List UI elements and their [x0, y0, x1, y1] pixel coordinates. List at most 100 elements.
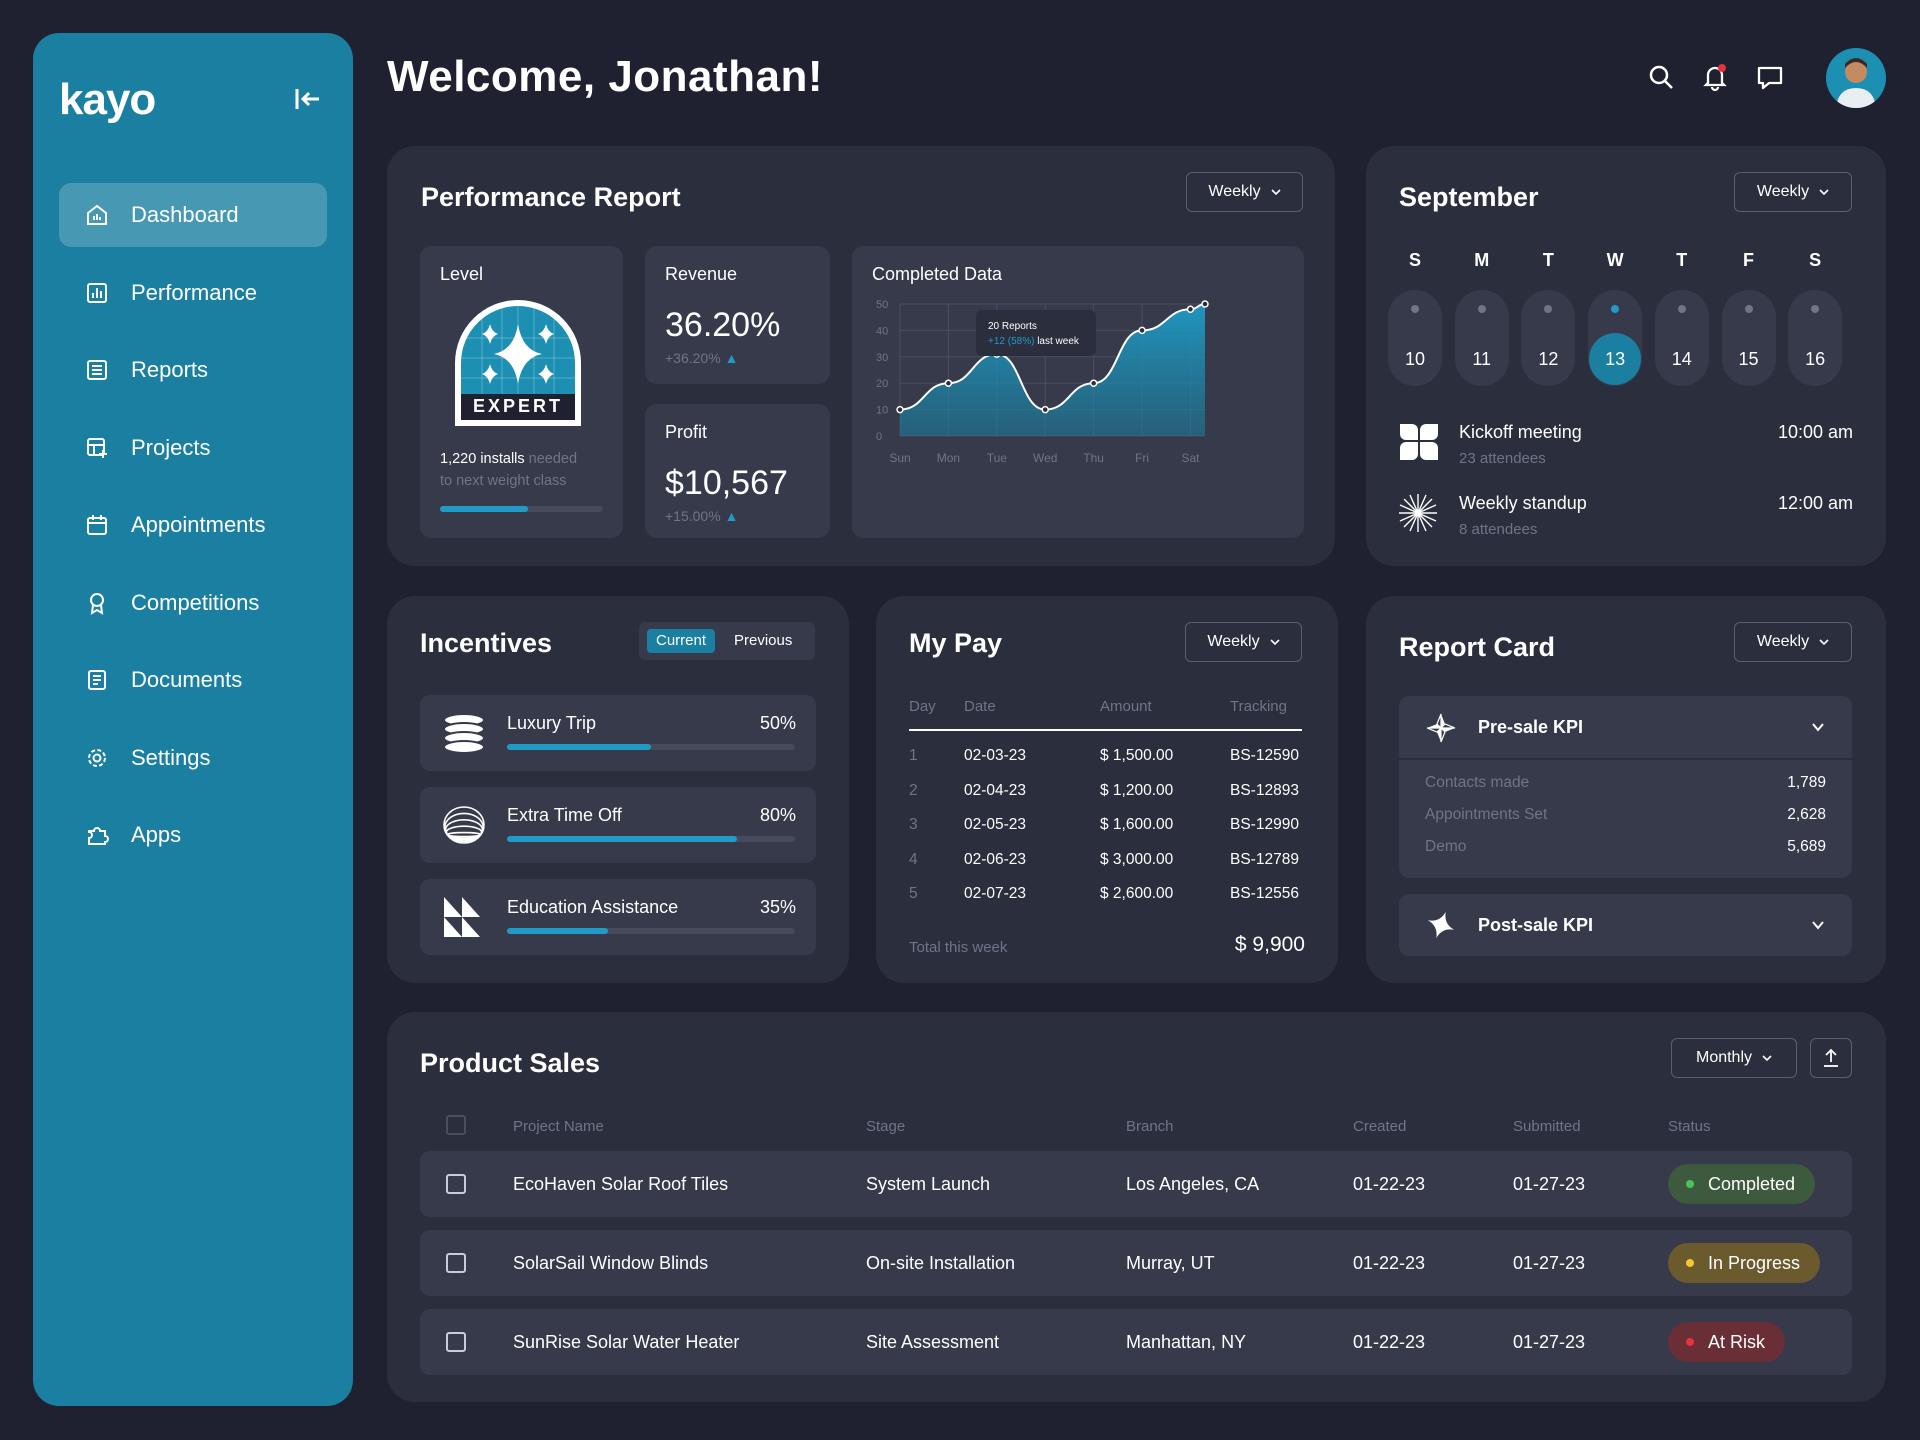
export-button[interactable]: [1810, 1038, 1852, 1078]
up-arrow-icon: ▲: [724, 350, 739, 366]
sidebar-item-settings[interactable]: Settings: [59, 726, 327, 790]
revenue-change-text: +36.20%: [665, 350, 721, 366]
chevron-down-icon: [1270, 639, 1280, 646]
calendar-date: 11: [1472, 348, 1492, 369]
event-title[interactable]: Kickoff meeting: [1459, 422, 1582, 442]
sidebar-item-label: Reports: [131, 357, 209, 382]
sidebar-item-dashboard[interactable]: Dashboard: [59, 183, 327, 247]
pay-row: 1 02-03-23 $ 1,500.00 BS-12590: [876, 747, 1338, 769]
incentive-progress-track: [507, 744, 795, 750]
dropdown-value: Monthly: [1695, 1049, 1753, 1066]
sidebar-item-projects[interactable]: Projects: [59, 416, 327, 480]
calendar-date: 15: [1738, 348, 1759, 369]
table-row[interactable]: SolarSail Window Blinds On-site Installat…: [420, 1230, 1852, 1296]
calendar-day[interactable]: 13: [1588, 290, 1643, 386]
incentive-item[interactable]: Luxury Trip 50%: [420, 695, 816, 771]
sidebar-item-apps[interactable]: Apps: [59, 803, 327, 867]
chart-area: [900, 304, 1205, 436]
sales-header-stage: Stage: [866, 1118, 906, 1135]
incentive-progress-fill: [507, 744, 651, 750]
sidebar-item-label: Settings: [131, 744, 211, 770]
calendar-day[interactable]: 16: [1788, 290, 1843, 386]
chart-title: Completed Data: [872, 264, 1003, 284]
sidebar-item-label: Competitions: [131, 589, 260, 615]
event-dot: [1544, 305, 1553, 313]
expert-badge-icon: [455, 300, 581, 426]
sidebar-item-label: Apps: [131, 822, 182, 847]
event-dot: [1811, 305, 1820, 313]
tooltip-delta-value: +12 (58%): [988, 336, 1035, 347]
pay-row: 5 02-07-23 $ 2,600.00 BS-12556: [876, 885, 1338, 907]
triangles-icon: [444, 897, 480, 937]
bell-icon[interactable]: [1700, 62, 1730, 92]
completed-data-chart: 0 10 20 30 40 50 Sun Mon Tue Wed Thu Fri Sat: [876, 299, 1209, 465]
pay-cell-amount: $ 1,200.00: [1100, 781, 1174, 799]
cell-submitted: 01-27-23: [1513, 1174, 1586, 1194]
avatar[interactable]: [1826, 48, 1886, 108]
profit-change: +15.00% ▲: [665, 508, 738, 524]
table-row[interactable]: SunRise Solar Water Heater Site Assessmen…: [420, 1309, 1852, 1375]
row-checkbox[interactable]: [446, 1332, 466, 1352]
pay-cell-date: 02-03-23: [964, 747, 1027, 764]
presale-kpi-header[interactable]: Pre-sale KPI: [1399, 696, 1852, 758]
calendar-day[interactable]: 14: [1654, 290, 1709, 386]
sidebar: kayo Dashboard Performance Reports Proje…: [33, 33, 353, 1406]
status-label: In Progress: [1708, 1252, 1801, 1273]
revenue-panel: Revenue 36.20% +36.20% ▲: [645, 246, 830, 384]
period-dropdown[interactable]: Monthly: [1671, 1038, 1797, 1078]
divider: [1399, 758, 1852, 760]
calendar-day[interactable]: 11: [1454, 290, 1509, 386]
row-checkbox[interactable]: [446, 1253, 466, 1273]
puzzle-icon: [88, 827, 109, 845]
chart-point: [1041, 405, 1049, 414]
tab-previous[interactable]: Previous: [734, 632, 793, 649]
sidebar-item-competitions[interactable]: Competitions: [59, 571, 327, 635]
period-dropdown[interactable]: Weekly: [1734, 622, 1852, 662]
revenue-value: 36.20%: [665, 306, 781, 344]
row-checkbox[interactable]: [446, 1174, 466, 1194]
chevron-down-icon: [1819, 639, 1829, 646]
calendar-day[interactable]: 15: [1721, 290, 1776, 386]
sidebar-item-documents[interactable]: Documents: [59, 648, 327, 712]
sidebar-item-performance[interactable]: Performance: [59, 261, 327, 325]
kpi-row: Demo 5,689: [1399, 838, 1852, 858]
postsale-kpi-panel[interactable]: Post-sale KPI: [1399, 894, 1852, 956]
up-arrow-icon: ▲: [724, 508, 739, 524]
level-progress-fill: [440, 506, 529, 512]
total-value: $ 9,900: [1234, 933, 1305, 956]
period-dropdown[interactable]: Weekly: [1186, 172, 1303, 212]
chevron-down-icon: [1812, 921, 1824, 930]
x-tick-label: Fri: [1135, 451, 1149, 465]
y-tick-label: 20: [876, 378, 888, 390]
x-tick-label: Sat: [1181, 451, 1200, 465]
incentive-progress-track: [507, 836, 795, 842]
calendar-day[interactable]: 12: [1521, 290, 1576, 386]
select-all-checkbox[interactable]: [446, 1115, 466, 1135]
calendar-day[interactable]: 10: [1388, 290, 1442, 386]
incentives-tabs: Current Previous: [639, 622, 815, 660]
award-icon: [90, 592, 104, 615]
sidebar-item-reports[interactable]: Reports: [59, 338, 327, 402]
x-tick-label: Sun: [889, 451, 910, 465]
x-tick-label: Mon: [937, 451, 960, 465]
cell-stage: On-site Installation: [866, 1253, 1016, 1273]
pay-cell-day: 1: [909, 747, 918, 764]
calendar-date: 13: [1589, 333, 1642, 385]
period-dropdown[interactable]: Weekly: [1185, 622, 1302, 662]
sidebar-item-label: Appointments: [131, 512, 266, 537]
table-row[interactable]: EcoHaven Solar Roof Tiles System Launch Lo…: [420, 1151, 1852, 1217]
event-title[interactable]: Weekly standup: [1459, 493, 1587, 513]
tab-current[interactable]: Current: [647, 629, 716, 653]
chat-icon[interactable]: [1755, 62, 1785, 92]
chart-point: [1089, 379, 1098, 387]
dropdown-value: Weekly: [1208, 183, 1261, 200]
pinwheel-icon: [1426, 713, 1456, 743]
search-icon[interactable]: [1646, 62, 1676, 92]
incentive-item[interactable]: Extra Time Off 80%: [420, 787, 816, 863]
card-title: Report Card: [1399, 632, 1556, 662]
collapse-sidebar-icon[interactable]: [291, 83, 323, 115]
cell-branch: Murray, UT: [1126, 1253, 1215, 1273]
period-dropdown[interactable]: Weekly: [1734, 172, 1852, 212]
sidebar-item-appointments[interactable]: Appointments: [59, 493, 327, 557]
incentive-item[interactable]: Education Assistance 35%: [420, 879, 816, 955]
